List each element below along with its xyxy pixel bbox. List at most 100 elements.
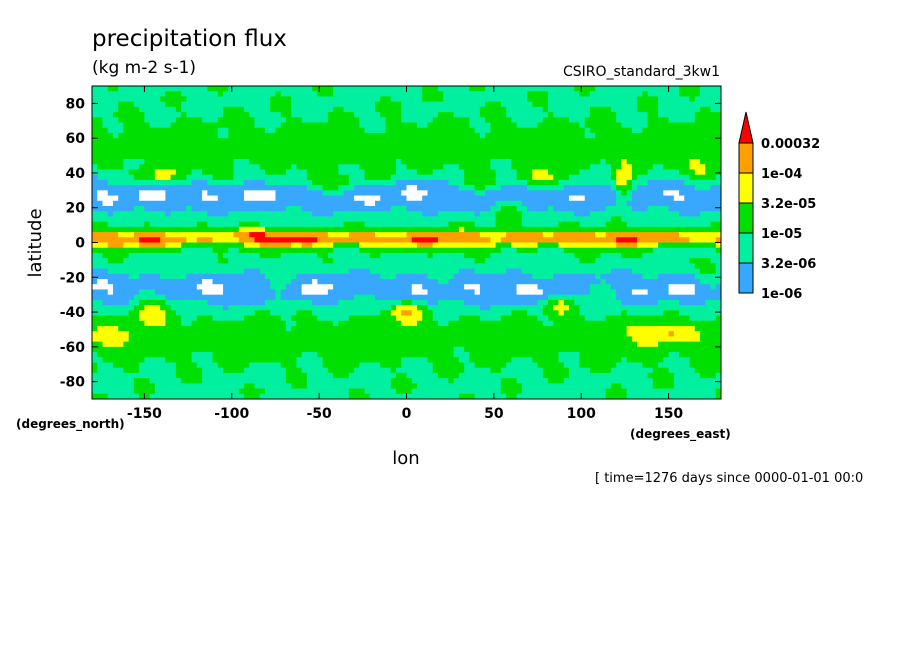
field-cell (652, 164, 664, 171)
field-cell (631, 268, 701, 275)
field-cell (595, 86, 680, 92)
field-cell (338, 169, 366, 176)
field-cell (322, 185, 339, 191)
field-cell (553, 174, 570, 181)
field-cell (574, 86, 596, 92)
field-cell (579, 221, 607, 228)
field-cell (291, 242, 303, 249)
field-cell (181, 315, 198, 322)
field-cell (175, 169, 193, 176)
field-cell (112, 284, 198, 291)
field-cell (548, 112, 554, 118)
field-cell (327, 117, 360, 124)
field-cell (689, 362, 721, 369)
field-cell (500, 315, 539, 322)
field-cell (563, 378, 654, 384)
field-cell (605, 393, 628, 399)
field-cell (264, 299, 313, 306)
field-cell (626, 200, 721, 207)
field-cell (165, 232, 235, 238)
field-cell (92, 132, 114, 139)
field-cell (663, 310, 680, 317)
field-cell (149, 221, 198, 228)
field-cell (616, 289, 633, 296)
field-cell (579, 310, 623, 317)
field-cell (574, 211, 591, 218)
field-cell (343, 106, 376, 113)
field-cell (532, 174, 554, 181)
field-cell (217, 195, 245, 202)
field-cell (92, 226, 240, 233)
field-cell (589, 367, 612, 374)
field-cell (322, 258, 334, 264)
field-cell (149, 393, 245, 399)
field-cell (437, 237, 491, 244)
field-cell (521, 388, 607, 395)
field-cell (485, 190, 617, 197)
field-cell (107, 127, 125, 134)
field-cell (128, 336, 633, 343)
field-cell (479, 112, 507, 118)
field-cell (317, 252, 329, 259)
field-cell (422, 211, 439, 218)
field-cell (112, 211, 166, 218)
field-cell (102, 341, 125, 348)
field-cell (647, 289, 670, 296)
field-cell (333, 372, 350, 379)
field-cell (401, 112, 439, 118)
field-cell (700, 372, 717, 379)
field-cell (474, 258, 486, 264)
field-cell (312, 211, 334, 218)
field-cell (249, 159, 397, 165)
field-cell (637, 341, 659, 348)
field-cell (217, 91, 224, 98)
field-cell (112, 362, 140, 369)
field-cell (589, 127, 633, 134)
field-cell (464, 179, 497, 186)
field-cell (527, 310, 544, 317)
field-cell (280, 122, 360, 129)
field-cell (500, 383, 523, 390)
field-cell (668, 284, 696, 291)
field-cell (579, 352, 670, 358)
field-cell (139, 195, 166, 202)
field-cell (254, 117, 287, 124)
field-cell (306, 174, 350, 181)
field-cell (238, 247, 334, 254)
y-axis-label: latitude (25, 208, 46, 277)
legend-label: 0.00032 (761, 137, 820, 152)
field-cell (238, 226, 266, 233)
field-cell (244, 195, 277, 202)
field-cell (107, 86, 119, 92)
field-cell (679, 310, 721, 317)
field-cell (474, 289, 481, 296)
field-cell (348, 315, 397, 322)
field-cell (490, 205, 502, 212)
field-cell (642, 252, 721, 259)
field-cell (558, 357, 581, 364)
field-cell (416, 169, 434, 176)
field-cell (92, 320, 146, 327)
field-cell (238, 388, 266, 395)
field-cell (715, 247, 721, 254)
field-cell (312, 299, 339, 306)
field-cell (453, 346, 465, 353)
field-cell (296, 362, 324, 369)
field-cell (244, 367, 287, 374)
field-cell (264, 179, 313, 186)
field-cell (527, 91, 549, 98)
field-cell (385, 117, 402, 124)
field-cell (144, 112, 182, 118)
field-cell (92, 122, 104, 129)
field-cell (212, 352, 303, 358)
field-cell (312, 86, 334, 92)
field-cell (212, 174, 235, 181)
field-cell (689, 258, 712, 264)
field-cell (223, 284, 271, 291)
field-cell (139, 310, 166, 317)
field-cell (679, 169, 696, 176)
field-cell (92, 331, 130, 337)
field-cell (275, 294, 282, 301)
field-cell (312, 279, 318, 285)
field-cell (621, 159, 628, 165)
